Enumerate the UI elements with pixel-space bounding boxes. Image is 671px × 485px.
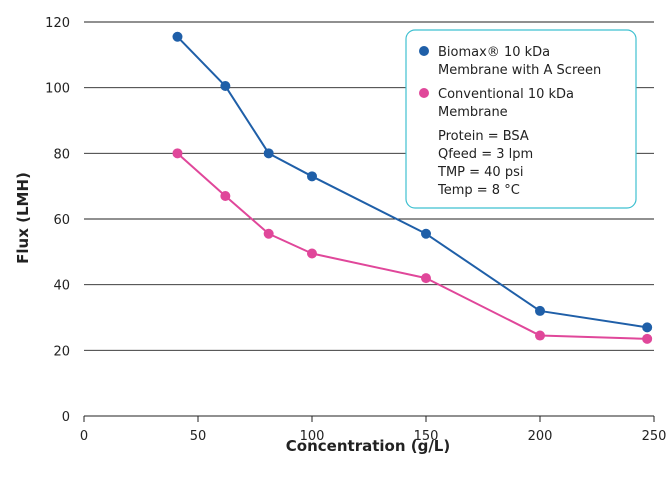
legend-marker-series-1 <box>419 46 429 56</box>
y-tick-label-120: 120 <box>45 16 70 31</box>
y-axis-title: Flux (LMH) <box>14 172 32 264</box>
series-1-point-5 <box>421 228 431 239</box>
series-2-point-5 <box>421 273 431 284</box>
legend-marker-series-2 <box>419 88 429 98</box>
series-2-point-1 <box>172 148 183 159</box>
x-tick-label-150: 150 <box>414 429 439 444</box>
series-1-point-4 <box>307 171 317 182</box>
annotation-temp: Temp = 8 °C <box>437 183 520 198</box>
legend: Biomax® 10 kDa Membrane with A Screen Co… <box>405 29 637 209</box>
x-tick-label-250: 250 <box>642 429 667 444</box>
y-tick-label-40: 40 <box>53 279 70 294</box>
series-layer <box>172 31 653 344</box>
y-tick-label-100: 100 <box>45 82 70 97</box>
legend-label-series-2-line-2: Membrane <box>438 105 508 120</box>
series-1-point-7 <box>642 322 653 333</box>
y-tick-label-20: 20 <box>53 344 70 359</box>
series-1-point-2 <box>220 81 231 92</box>
axes <box>83 415 655 422</box>
legend-label-series-1-line-1: Biomax® 10 kDa <box>438 45 550 60</box>
x-tick-label-50: 50 <box>190 429 207 444</box>
x-tick-label-100: 100 <box>300 429 325 444</box>
y-tick-label-0: 0 <box>62 410 70 425</box>
series-1-point-6 <box>535 305 545 316</box>
x-axis-title: Concentration (g/L) <box>286 437 450 455</box>
series-2-point-6 <box>535 330 545 341</box>
series-2-point-7 <box>642 333 653 344</box>
annotation-protein: Protein = BSA <box>438 129 529 144</box>
series-1-point-1 <box>172 31 183 42</box>
y-tick-label-60: 60 <box>53 213 70 228</box>
annotation-tmp: TMP = 40 psi <box>437 165 523 180</box>
y-tick-label-80: 80 <box>53 147 70 162</box>
annotation-qfeed: Qfeed = 3 lpm <box>438 147 533 162</box>
x-tick-label-200: 200 <box>528 429 553 444</box>
series-1-point-3 <box>263 148 274 159</box>
y-tick-labels: 0 20 40 60 80 100 120 <box>45 16 70 425</box>
x-tick-labels: 0 50 100 150 200 250 <box>80 429 667 444</box>
series-2-point-4 <box>307 248 317 259</box>
legend-label-series-2-line-1: Conventional 10 kDa <box>438 87 574 102</box>
x-tick-label-0: 0 <box>80 429 88 444</box>
series-1 <box>172 31 653 333</box>
series-2-point-3 <box>263 228 274 239</box>
series-2-point-2 <box>220 191 231 202</box>
legend-box <box>405 29 637 209</box>
legend-label-series-1-line-2: Membrane with A Screen <box>438 63 601 78</box>
series-2 <box>172 148 653 344</box>
